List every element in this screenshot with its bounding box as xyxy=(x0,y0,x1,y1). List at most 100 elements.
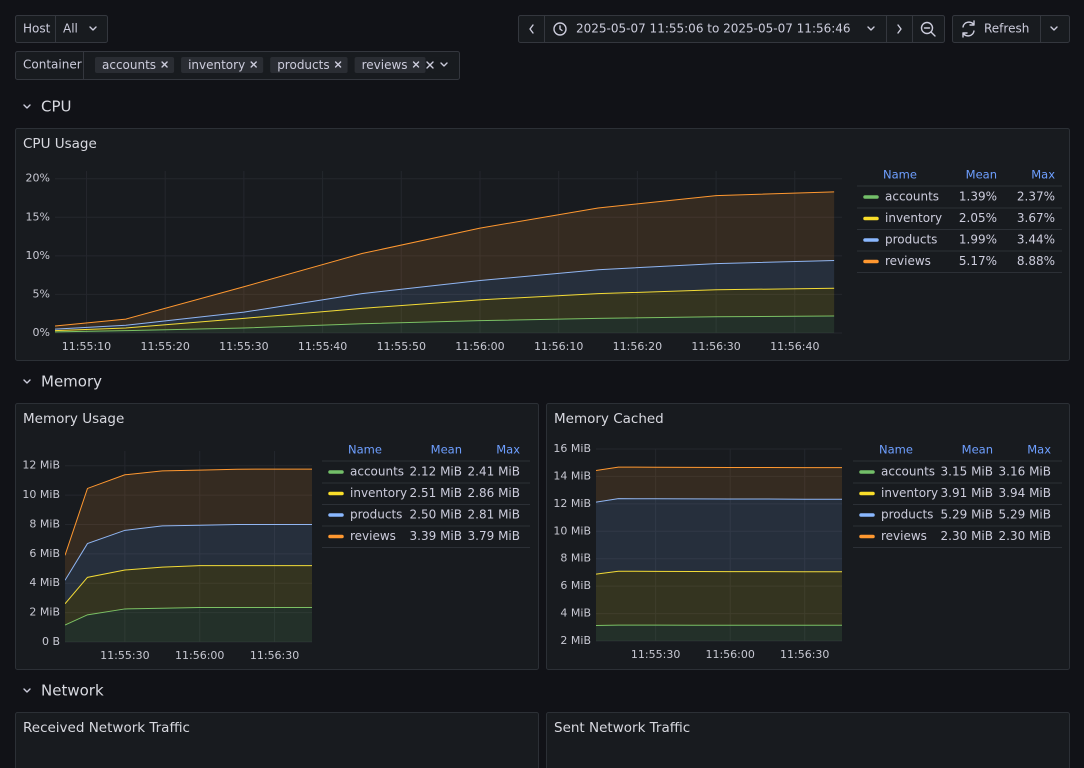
area-fill xyxy=(65,524,312,604)
x-tick-label: 11:56:30 xyxy=(250,649,299,662)
legend-name[interactable]: inventory xyxy=(350,486,407,500)
legend-name[interactable]: products xyxy=(881,508,933,522)
clock-icon xyxy=(553,22,567,36)
host-variable[interactable] xyxy=(15,15,108,43)
series-line xyxy=(596,466,842,472)
legend-header: Mean xyxy=(431,443,462,457)
legend-name[interactable]: accounts xyxy=(881,465,935,479)
legend-name[interactable]: inventory xyxy=(885,211,942,225)
area-fill xyxy=(596,498,842,575)
legend-name[interactable]: products xyxy=(350,508,402,522)
y-tick-label: 0 B xyxy=(42,635,60,648)
legend-name[interactable]: accounts xyxy=(350,465,404,479)
panel-title[interactable]: Sent Network Traffic xyxy=(554,720,690,736)
x-tick-label: 11:55:10 xyxy=(62,340,111,353)
row-title[interactable]: Network xyxy=(41,682,104,700)
y-tick-label: 8 MiB xyxy=(560,552,591,565)
panel xyxy=(15,712,539,768)
plot-area xyxy=(65,468,312,642)
tag-remove xyxy=(161,61,168,68)
y-tick-label: 2 MiB xyxy=(29,606,60,619)
chevron[interactable] xyxy=(1050,26,1058,31)
panel-title[interactable]: CPU Usage xyxy=(23,136,97,152)
legend-mean: 3.91 MiB xyxy=(941,486,993,500)
time-forward-button[interactable] xyxy=(897,24,902,34)
legend-max: 5.29 MiB xyxy=(999,508,1051,522)
x-tick-label: 11:56:00 xyxy=(455,340,504,353)
time-range[interactable]: 2025-05-07 11:55:06 to 2025-05-07 11:56:… xyxy=(576,22,851,36)
row-title[interactable]: Memory xyxy=(41,373,102,391)
x-tick-label: 11:56:00 xyxy=(705,648,754,661)
tag[interactable] xyxy=(95,57,175,73)
tag-remove xyxy=(250,61,257,68)
host-value[interactable]: All xyxy=(63,22,78,36)
legend-max: 3.79 MiB xyxy=(468,529,520,543)
row-collapse[interactable] xyxy=(23,688,31,693)
legend-name[interactable]: reviews xyxy=(885,254,931,268)
time-back-button[interactable] xyxy=(529,24,534,34)
tag-label: products xyxy=(277,58,329,72)
y-tick-label: 2 MiB xyxy=(560,634,591,647)
legend-mean: 2.30 MiB xyxy=(941,529,993,543)
clear-icon[interactable] xyxy=(426,61,434,69)
row-collapse[interactable] xyxy=(23,379,31,384)
series-line xyxy=(65,565,312,605)
time-picker-group xyxy=(518,15,945,43)
legend-max: 3.16 MiB xyxy=(999,465,1051,479)
legend-max: 3.94 MiB xyxy=(999,486,1051,500)
panel-title[interactable]: Memory Cached xyxy=(554,411,664,427)
area-fill xyxy=(65,469,312,581)
refresh-button[interactable]: Refresh xyxy=(984,22,1029,36)
row-collapse[interactable] xyxy=(23,104,31,109)
legend-header: Name xyxy=(883,168,917,182)
series-line xyxy=(55,259,835,330)
x-tick-label: 11:56:30 xyxy=(691,340,740,353)
row-title[interactable]: CPU xyxy=(41,98,72,116)
area-fill xyxy=(55,260,835,331)
panel-title[interactable]: Memory Usage xyxy=(23,411,124,427)
legend-max: 8.88% xyxy=(1017,254,1055,268)
area-fill xyxy=(55,288,835,332)
y-tick-label: 8 MiB xyxy=(29,517,60,530)
legend-header: Name xyxy=(879,443,913,457)
legend-max: 2.81 MiB xyxy=(468,508,520,522)
x-tick-label: 11:56:10 xyxy=(534,340,583,353)
panel xyxy=(546,712,1070,768)
chevron[interactable] xyxy=(440,62,448,67)
legend-mean: 5.29 MiB xyxy=(941,508,993,522)
area-fill xyxy=(55,316,835,333)
legend-name[interactable]: accounts xyxy=(885,190,939,204)
panel xyxy=(15,403,539,670)
tag-remove xyxy=(334,61,342,68)
x-tick-label: 11:55:30 xyxy=(100,649,149,662)
y-tick-label: 6 MiB xyxy=(29,547,60,560)
y-tick-label: 16 MiB xyxy=(553,442,591,455)
series-line xyxy=(55,287,835,332)
panel-title[interactable]: Received Network Traffic xyxy=(23,720,190,736)
legend-name[interactable]: products xyxy=(885,233,937,247)
zoom-out-button[interactable] xyxy=(920,21,934,35)
area-fill xyxy=(596,571,842,626)
series-line xyxy=(55,315,835,333)
legend-mean: 1.39% xyxy=(959,190,997,204)
zoom-icon xyxy=(923,27,936,37)
legend-mean: 2.12 MiB xyxy=(410,465,462,479)
legend-name[interactable]: reviews xyxy=(350,529,396,543)
chevron[interactable] xyxy=(867,26,875,31)
tag[interactable] xyxy=(270,57,348,73)
tag[interactable] xyxy=(354,57,426,73)
legend-name[interactable]: reviews xyxy=(881,529,927,543)
tag-list: accounts inventory products reviews xyxy=(95,57,426,73)
legend-name[interactable]: inventory xyxy=(881,486,938,500)
y-tick-label: 0% xyxy=(33,326,50,339)
chevron[interactable] xyxy=(89,26,97,31)
x-tick-label: 11:55:20 xyxy=(140,340,189,353)
y-tick-label: 5% xyxy=(33,287,50,300)
container-label: Container xyxy=(23,58,82,72)
legend-mean: 5.17% xyxy=(959,254,997,268)
series-line xyxy=(55,191,835,327)
tag[interactable] xyxy=(181,57,264,73)
legend-mean: 3.15 MiB xyxy=(941,465,993,479)
legend-header: Max xyxy=(1027,443,1051,457)
